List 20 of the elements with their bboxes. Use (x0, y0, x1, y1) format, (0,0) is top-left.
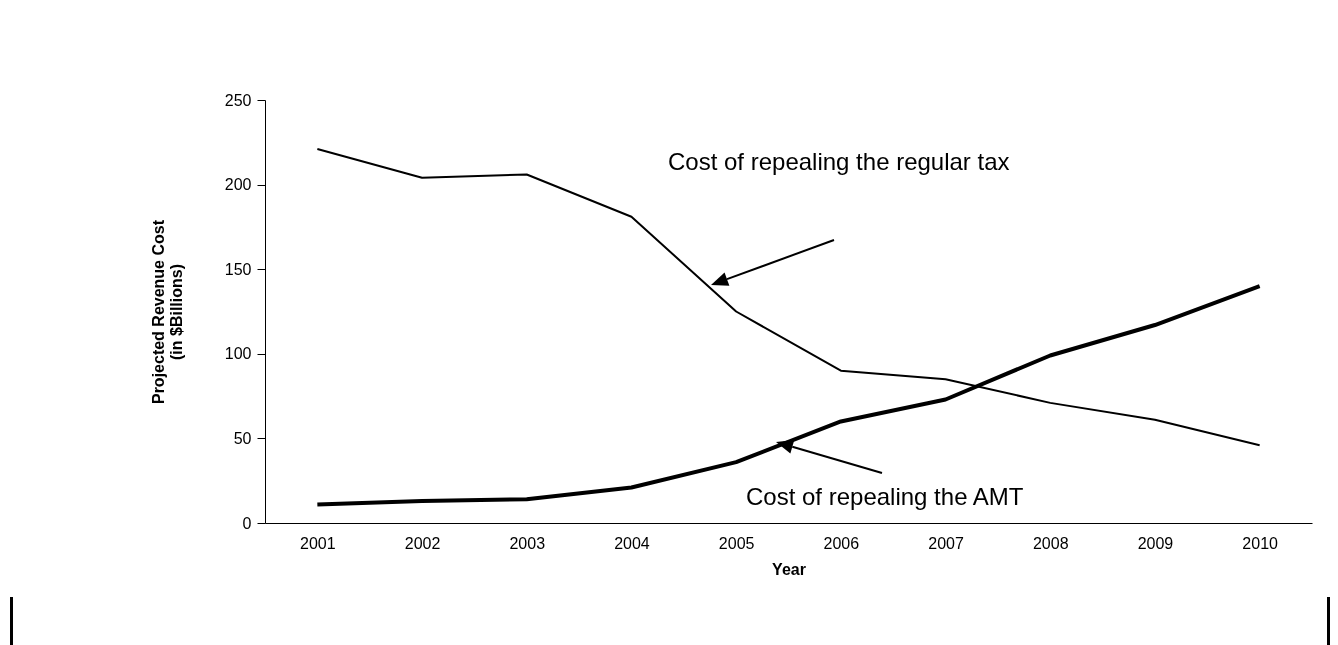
x-axis-title: Year (772, 560, 806, 578)
y-tick-label: 250 (224, 91, 252, 109)
x-tick-label: 2010 (1242, 534, 1279, 552)
y-tick-label: 150 (224, 260, 252, 278)
x-tick-label: 2006 (823, 534, 860, 552)
y-axis-title: Projected Revenue Cost (in $Billions) (149, 219, 185, 405)
x-tick-label: 2003 (509, 534, 546, 552)
x-tick-label: 2008 (1032, 534, 1069, 552)
x-tick-label: 2009 (1137, 534, 1174, 552)
y-tick-label: 100 (224, 345, 252, 363)
x-tick-label: 2001 (300, 534, 336, 552)
y-tick-label: 50 (233, 429, 252, 447)
x-tick-label: 2007 (928, 534, 964, 552)
x-tick-label: 2004 (614, 534, 650, 552)
x-tick-label: 2005 (718, 534, 755, 552)
y-tick-label: 200 (224, 176, 252, 194)
annotation: Cost of repealing the AMT (746, 483, 1024, 511)
y-tick-label: 0 (242, 514, 252, 532)
x-tick-label: 2002 (404, 534, 441, 552)
annotation: Cost of repealing the regular tax (668, 148, 1010, 176)
